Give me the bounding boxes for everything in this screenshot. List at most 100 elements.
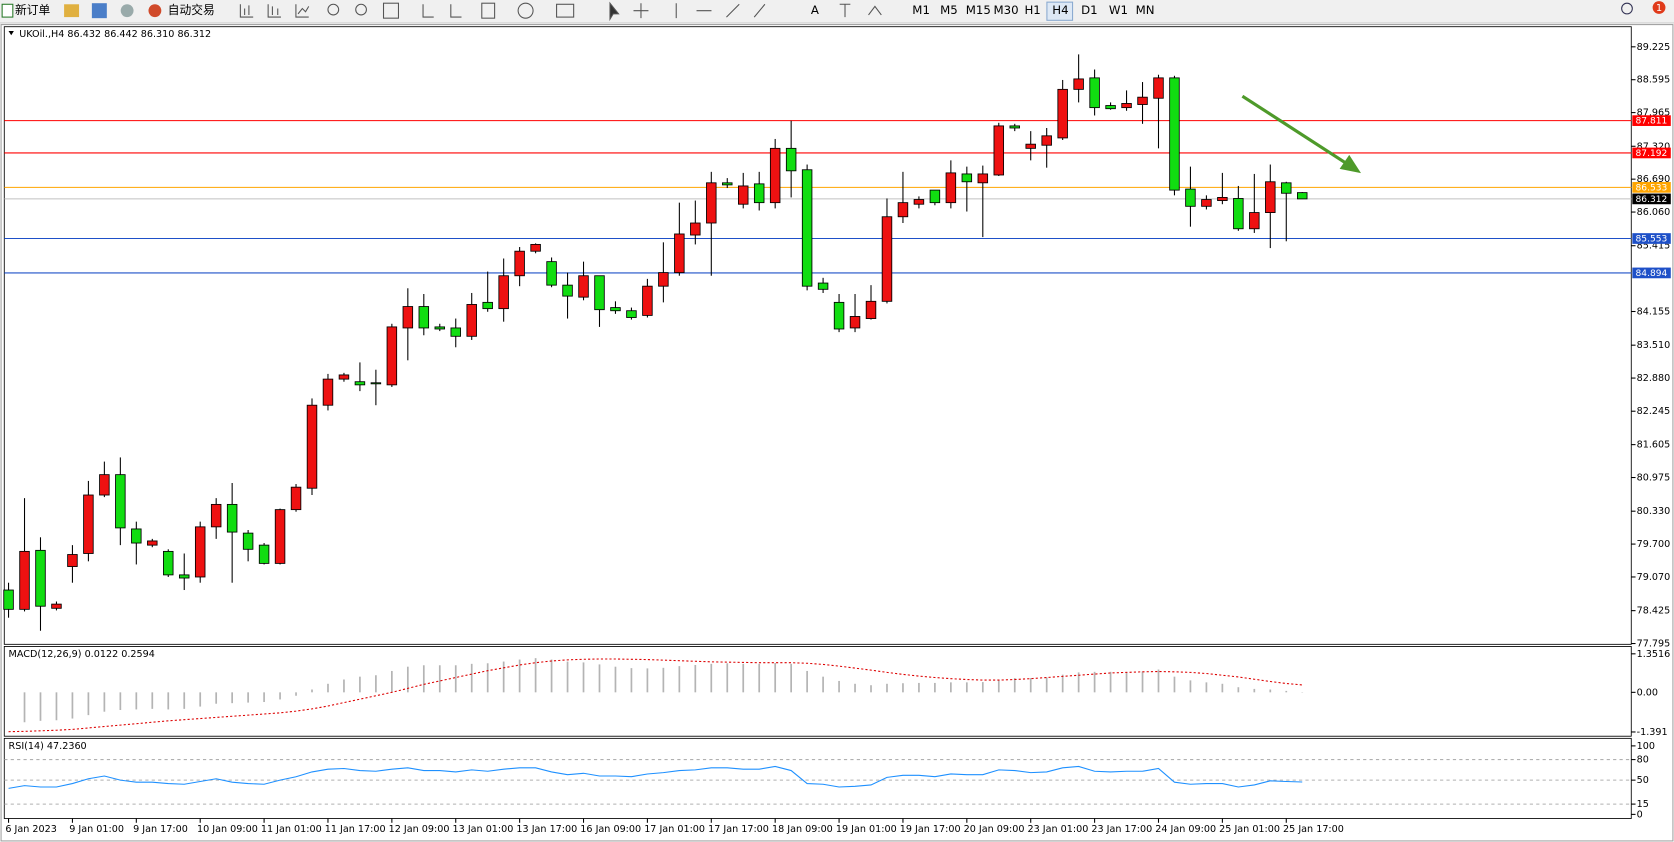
price-label: 87.192 [1636, 149, 1668, 159]
button-label[interactable]: 新订单 [15, 3, 50, 17]
candle-body [977, 173, 989, 184]
candle-body [242, 532, 254, 550]
y-tick-label: 82.880 [1637, 373, 1671, 384]
icon[interactable] [556, 3, 575, 18]
x-tick-label: 13 Jan 17:00 [516, 824, 577, 835]
candle-body [51, 603, 62, 609]
price-label: 84.894 [1636, 269, 1668, 279]
timeframe-button[interactable]: M30 [994, 3, 1019, 17]
x-tick-label: 19 Jan 01:00 [836, 824, 897, 835]
y-tick-label: 50 [1637, 775, 1649, 786]
y-tick-label: 100 [1637, 741, 1655, 752]
toolbar: 新订单 自动交易 A M1 M5 M15 M3 [0, 0, 1674, 24]
icon[interactable] [267, 4, 281, 18]
candle-body [418, 306, 430, 329]
x-tick-label: 9 Jan 01:00 [69, 824, 124, 835]
icon[interactable] [422, 4, 462, 18]
timeframe-button[interactable]: M15 [966, 3, 991, 17]
candle-body [1297, 192, 1308, 200]
timeframe-button[interactable]: MN [1136, 3, 1155, 17]
candle-body [530, 243, 541, 252]
candle-body [1105, 105, 1116, 110]
candle-body [274, 509, 286, 564]
icon[interactable] [839, 3, 882, 18]
icon[interactable] [382, 2, 400, 19]
icon[interactable] [239, 4, 254, 18]
icon[interactable] [481, 2, 496, 19]
icon[interactable] [120, 4, 134, 18]
text-tool[interactable]: A [811, 3, 819, 17]
candle-body [19, 550, 30, 610]
timeframe-button[interactable]: D1 [1081, 3, 1098, 17]
candle-body [434, 326, 446, 330]
candle-body [642, 285, 653, 316]
timeframe-button[interactable]: M1 [912, 3, 930, 17]
auto-trading-button[interactable]: 自动交易 [148, 3, 215, 17]
panel-title: MACD(12,26,9) 0.0122 0.2594 [9, 649, 155, 660]
notification-badge[interactable] [1652, 1, 1666, 14]
search-icon[interactable] [1621, 2, 1633, 15]
candle-body [482, 301, 493, 310]
candle-body [290, 486, 302, 511]
candle-body [929, 189, 941, 204]
panel [3, 646, 1632, 737]
candle-body [354, 381, 366, 386]
new-order-button[interactable]: 新订单 [1, 3, 50, 18]
candle-body [514, 250, 525, 277]
y-tick-label: 79.700 [1637, 539, 1671, 550]
candle-body [1233, 198, 1244, 230]
icon[interactable] [327, 3, 340, 16]
candle-body [1217, 197, 1228, 201]
candle-body [147, 540, 158, 546]
timeframe-button[interactable]: M5 [940, 3, 958, 17]
candle-body [1025, 143, 1036, 149]
candle-body [817, 282, 829, 290]
icon[interactable] [64, 4, 80, 18]
y-tick-label: 0 [1637, 809, 1643, 820]
y-tick-label: 1.3516 [1637, 649, 1671, 660]
button-label[interactable]: 自动交易 [168, 3, 215, 17]
price-label: 86.312 [1636, 195, 1668, 205]
candle-body [322, 378, 334, 406]
timeframes: M1 M5 M15 M30 H1 H4 D1 W1 MN [912, 1, 1155, 21]
y-tick-label: 81.605 [1637, 440, 1671, 451]
candle-body [450, 327, 461, 337]
x-tick-label: 11 Jan 17:00 [325, 824, 386, 835]
icon[interactable] [633, 3, 766, 19]
candle-body [626, 310, 637, 318]
candle-body [306, 404, 318, 489]
panel-title: RSI(14) 47.2360 [9, 741, 87, 752]
title-marker [8, 30, 14, 36]
icon[interactable] [609, 1, 620, 22]
candle-body [1137, 96, 1148, 105]
icon[interactable] [91, 3, 107, 19]
timeframe-button[interactable]: H4 [1052, 3, 1068, 17]
price-label-bg [1632, 182, 1671, 193]
timeframe-button[interactable]: H1 [1024, 3, 1040, 17]
icon[interactable] [295, 4, 310, 18]
candle-body [993, 125, 1005, 176]
candle-body [961, 173, 973, 183]
icon[interactable] [517, 2, 534, 19]
timeframe-button[interactable]: W1 [1109, 3, 1128, 17]
candle-body [3, 589, 14, 610]
y-tick-label: 78.425 [1637, 606, 1671, 617]
x-tick-label: 24 Jan 09:00 [1155, 824, 1216, 835]
y-tick-label: 85.415 [1637, 241, 1671, 252]
toolbar-bg [0, 0, 1674, 24]
candle-body [1249, 212, 1260, 230]
candle-body [163, 550, 174, 576]
candle-body [1009, 125, 1020, 129]
candle-body [785, 147, 797, 172]
y-tick-label: 86.060 [1637, 207, 1671, 218]
price-label-bg [1632, 233, 1671, 244]
notification-count: 1 [1656, 3, 1662, 14]
candle-body [386, 326, 398, 386]
candle-body [578, 275, 589, 298]
candle-body [370, 382, 382, 385]
y-tick-label: -1.391 [1637, 727, 1668, 738]
chart-area: 89.225 88.595 87.965 87.320 86.690 86.060 85.4… [3, 26, 1671, 835]
candle-body [833, 301, 845, 330]
icon[interactable] [355, 3, 367, 16]
